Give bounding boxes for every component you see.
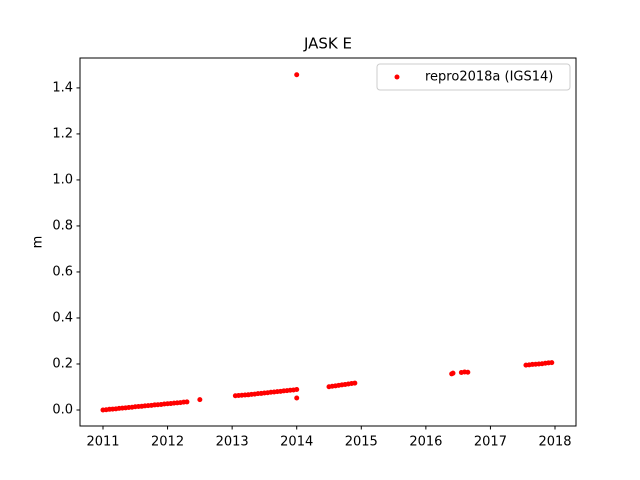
data-point bbox=[352, 380, 358, 386]
x-tick-label: 2015 bbox=[345, 435, 378, 450]
y-tick-label: 0.0 bbox=[52, 402, 73, 417]
y-tick-label: 1.2 bbox=[52, 126, 73, 141]
data-point bbox=[294, 395, 300, 401]
y-tick-label: 1.0 bbox=[52, 172, 73, 187]
y-tick-label: 1.4 bbox=[52, 80, 73, 95]
legend-label: repro2018a (IGS14) bbox=[425, 70, 553, 85]
y-axis-label: m bbox=[31, 236, 46, 249]
legend-box bbox=[376, 63, 571, 91]
x-tick-label: 2014 bbox=[280, 435, 313, 450]
data-point bbox=[294, 72, 300, 78]
data-point bbox=[184, 399, 190, 405]
data-point bbox=[549, 360, 555, 366]
chart-title: JASK E bbox=[303, 35, 352, 53]
data-point bbox=[294, 387, 300, 393]
y-tick-label: 0.8 bbox=[52, 218, 73, 233]
plot-frame bbox=[79, 57, 577, 427]
y-tick-label: 0.4 bbox=[52, 310, 73, 325]
data-point bbox=[450, 370, 456, 376]
legend-marker bbox=[394, 74, 400, 80]
x-tick-label: 2017 bbox=[474, 435, 507, 450]
y-tick-label: 0.6 bbox=[52, 264, 73, 279]
x-tick-label: 2013 bbox=[216, 435, 249, 450]
data-point bbox=[465, 369, 471, 375]
x-tick-label: 2016 bbox=[409, 435, 442, 450]
x-tick-label: 2011 bbox=[86, 435, 119, 450]
data-point bbox=[197, 397, 203, 403]
x-tick-label: 2018 bbox=[538, 435, 571, 450]
x-tick-label: 2012 bbox=[151, 435, 184, 450]
y-tick-label: 0.2 bbox=[52, 356, 73, 371]
